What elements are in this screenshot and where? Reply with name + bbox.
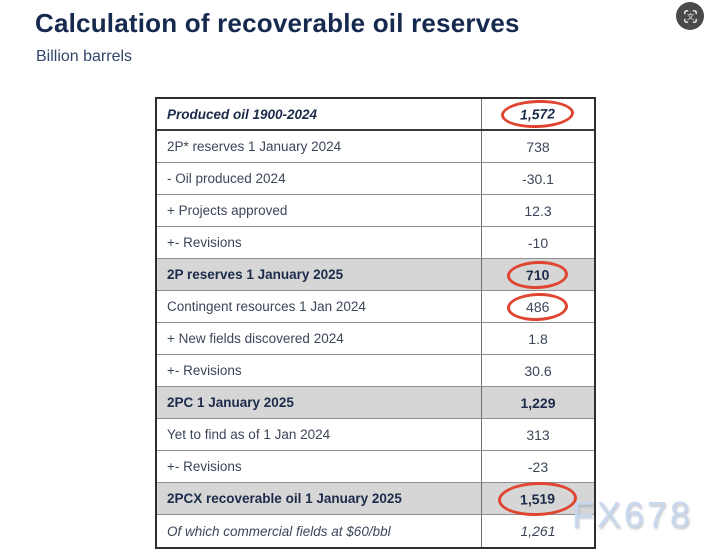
row-value: 1,572 xyxy=(481,98,594,130)
row-label: 2P* reserves 1 January 2024 xyxy=(167,139,342,154)
table-row: + New fields discovered 2024 1.8 xyxy=(157,323,594,355)
table-row: Of which commercial fields at $60/bbl 1,… xyxy=(157,515,594,547)
table-row: +- Revisions 30.6 xyxy=(157,355,594,387)
table-row: Contingent resources 1 Jan 2024 486 xyxy=(157,291,594,323)
row-value: 1,229 xyxy=(481,387,594,418)
table-row-subtotal: 2PC 1 January 2025 1,229 xyxy=(157,387,594,419)
row-label: Of which commercial fields at $60/bbl xyxy=(167,523,391,539)
row-label: +- Revisions xyxy=(167,459,242,474)
row-label: 2P reserves 1 January 2025 xyxy=(167,267,344,282)
page-subtitle: Billion barrels xyxy=(36,48,133,65)
table-row: Produced oil 1900-2024 1,572 xyxy=(157,98,594,131)
row-label: 2PC 1 January 2025 xyxy=(167,395,294,410)
table-row-subtotal: 2P reserves 1 January 2025 710 xyxy=(157,259,594,291)
table-row: +- Revisions -10 xyxy=(157,227,594,259)
row-value: 12.3 xyxy=(481,195,594,226)
reserves-table: Produced oil 1900-2024 1,572 2P* reserve… xyxy=(155,97,596,549)
row-value: 1,261 xyxy=(481,515,594,547)
row-label: + Projects approved xyxy=(167,203,288,218)
row-value: 1.8 xyxy=(481,323,594,354)
row-value: -30.1 xyxy=(481,163,594,194)
row-value: 1,519 xyxy=(481,480,594,517)
table-row: +- Revisions -23 xyxy=(157,451,594,483)
highlight-circle: 710 xyxy=(506,259,570,290)
row-value: -23 xyxy=(481,451,594,482)
row-label: + New fields discovered 2024 xyxy=(167,331,344,346)
highlight-circle: 1,572 xyxy=(501,98,575,130)
table-row: Yet to find as of 1 Jan 2024 313 xyxy=(157,419,594,451)
screenshot-translate-button[interactable]: 文 xyxy=(676,2,704,30)
row-label: Contingent resources 1 Jan 2024 xyxy=(167,299,366,314)
row-label: Yet to find as of 1 Jan 2024 xyxy=(167,427,331,442)
row-label: +- Revisions xyxy=(167,235,242,250)
page-title: Calculation of recoverable oil reserves xyxy=(35,8,520,38)
highlight-circle: 486 xyxy=(506,291,570,322)
table-row: + Projects approved 12.3 xyxy=(157,195,594,227)
row-label: Produced oil 1900-2024 xyxy=(167,106,318,122)
table-row-subtotal: 2PCX recoverable oil 1 January 2025 1,51… xyxy=(157,480,594,517)
highlight-circle: 1,519 xyxy=(497,480,579,517)
table-row: - Oil produced 2024 -30.1 xyxy=(157,163,594,195)
row-value: 486 xyxy=(481,291,594,322)
row-label: - Oil produced 2024 xyxy=(167,171,286,186)
row-value: 738 xyxy=(481,131,594,162)
row-value: -10 xyxy=(481,227,594,258)
row-label: 2PCX recoverable oil 1 January 2025 xyxy=(167,491,402,506)
row-label: +- Revisions xyxy=(167,363,242,378)
row-value: 30.6 xyxy=(481,355,594,386)
table-row: 2P* reserves 1 January 2024 738 xyxy=(157,131,594,163)
row-value: 710 xyxy=(481,259,594,290)
row-value: 313 xyxy=(481,419,594,450)
svg-text:文: 文 xyxy=(686,11,693,20)
screenshot-translate-icon: 文 xyxy=(683,9,697,23)
